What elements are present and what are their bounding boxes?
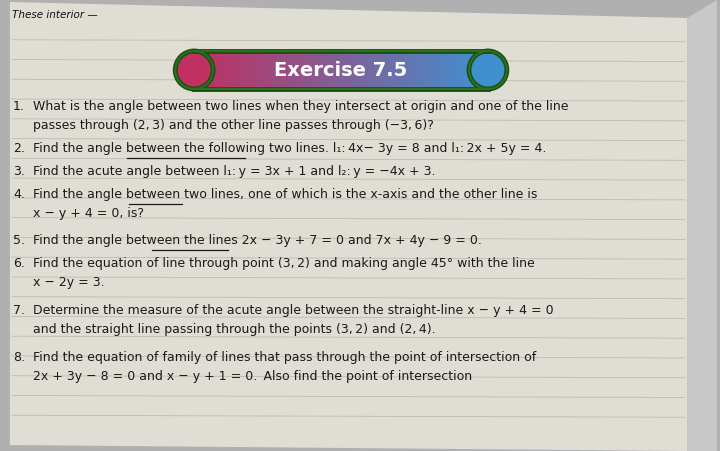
Text: 5.: 5. <box>13 234 25 247</box>
Text: Find the angle between the following two lines. l₁: 4x− 3y = 8 and l₁: 2x + 5y =: Find the angle between the following two… <box>33 142 546 155</box>
Polygon shape <box>10 2 687 451</box>
Ellipse shape <box>176 52 212 88</box>
Text: Find the equation of line through point (3, 2) and making angle 45° with the lin: Find the equation of line through point … <box>33 257 535 270</box>
Text: Find the angle between two lines, one of which is the x-axis and the other line : Find the angle between two lines, one of… <box>33 188 537 201</box>
Text: Find the acute angle between l₁: y = 3x + 1 and l₂: y = −4x + 3.: Find the acute angle between l₁: y = 3x … <box>33 165 436 178</box>
Text: Determine the measure of the acute angle between the straight-line x − y + 4 = 0: Determine the measure of the acute angle… <box>33 304 554 317</box>
Text: passes through (2, 3) and the other line passes through (−3, 6)?: passes through (2, 3) and the other line… <box>33 119 433 132</box>
Text: 6.: 6. <box>13 257 24 270</box>
Text: 8.: 8. <box>13 351 25 364</box>
Text: 7.: 7. <box>13 304 25 317</box>
Text: x − y + 4 = 0, is?: x − y + 4 = 0, is? <box>33 207 144 220</box>
Polygon shape <box>687 0 717 451</box>
Ellipse shape <box>470 52 506 88</box>
Text: Exercise 7.5: Exercise 7.5 <box>274 60 408 79</box>
Text: 3.: 3. <box>13 165 24 178</box>
Text: Find the angle between the lines 2x − 3y + 7 = 0 and 7x + 4y − 9 = 0.: Find the angle between the lines 2x − 3y… <box>33 234 482 247</box>
Text: What is the angle between two lines when they intersect at origin and one of the: What is the angle between two lines when… <box>33 100 568 113</box>
Text: Find the equation of family of lines that pass through the point of intersection: Find the equation of family of lines tha… <box>33 351 536 364</box>
Text: x − 2y = 3.: x − 2y = 3. <box>33 276 104 289</box>
Text: 2x + 3y − 8 = 0 and x − y + 1 = 0. Also find the point of intersection: 2x + 3y − 8 = 0 and x − y + 1 = 0. Also … <box>33 370 472 383</box>
Text: These interior —: These interior — <box>12 10 98 20</box>
Text: 2.: 2. <box>13 142 24 155</box>
Text: and the straight line passing through the points (3, 2) and (2, 4).: and the straight line passing through th… <box>33 323 436 336</box>
Text: 1.: 1. <box>13 100 24 113</box>
Text: 4.: 4. <box>13 188 24 201</box>
